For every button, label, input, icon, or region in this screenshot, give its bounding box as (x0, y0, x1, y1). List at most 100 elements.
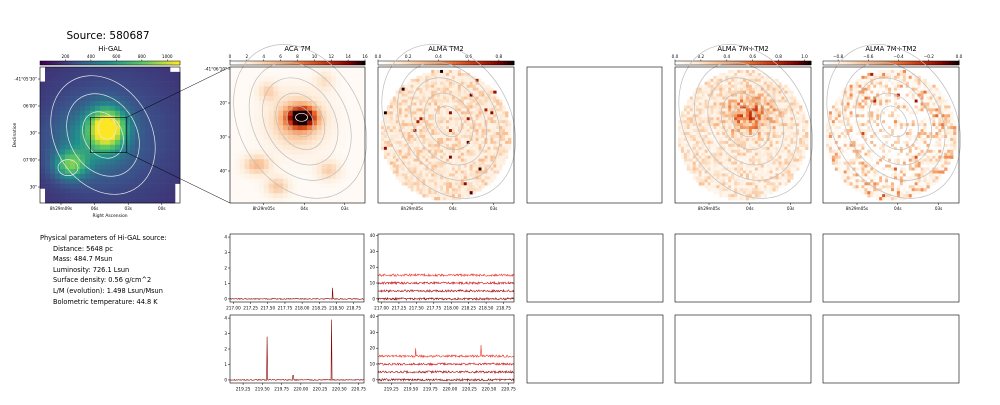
panel-2-pixel (440, 99, 444, 103)
panel-2-pixel (451, 102, 456, 106)
panel-2-pixel (419, 126, 423, 130)
panel-2-pixel (457, 188, 462, 192)
colorbar-0-step (117, 61, 121, 65)
panel-2-pixel (428, 188, 432, 192)
panel-2-pixel (505, 146, 509, 151)
panel-0-pixel (130, 110, 136, 116)
panel-3-pixel (793, 108, 797, 112)
panel-0-pixel (70, 105, 76, 112)
panel-3-pixel (781, 161, 785, 165)
panel-0-pixel (85, 198, 91, 204)
panel-0-pixel (135, 173, 141, 180)
panel-3-pixel (716, 137, 720, 142)
panel-1-pixel (331, 183, 337, 189)
panel-1-pixel (234, 188, 240, 194)
panel-0-pixel (90, 67, 96, 73)
panel-4-pixel (899, 69, 904, 74)
panel-3-pixel (722, 170, 726, 174)
panel-0-pixel (65, 81, 71, 87)
panel-0-pixel (140, 144, 146, 150)
panel-3-pixel (775, 155, 779, 159)
panel-3-pixel (763, 143, 767, 148)
panel-0-pixel (50, 86, 56, 92)
panel-2-pixel (431, 102, 435, 106)
colorbar-0-step (169, 61, 174, 65)
panel-1-pixel (273, 198, 279, 204)
panel-2-pixel (401, 149, 405, 154)
panel-3-pixel (787, 123, 791, 127)
panel-2-pixel (413, 114, 417, 118)
panel-3-pixel (778, 137, 782, 142)
panel-2-pixel (490, 152, 494, 156)
panel-0-pixel (60, 169, 66, 175)
panel-3-pixel (793, 161, 797, 165)
panel-3-pixel (778, 170, 782, 174)
colorbar-3-tick-label: 1.0 (801, 54, 808, 59)
panel-2-pixel (437, 158, 441, 162)
panel-2-pixel (386, 129, 391, 133)
panel-2-pixel (404, 146, 408, 151)
panel-0-pixel (65, 198, 71, 204)
panel-2-pixel (428, 123, 432, 127)
panel-2-pixel (437, 123, 441, 127)
panel-2-pixel (416, 123, 420, 127)
panel-1-pixel (258, 76, 265, 82)
panel-0-pixel (85, 193, 91, 199)
panel-2-pixel (395, 123, 399, 127)
panel-3-pixel (757, 114, 762, 118)
panel-2-pixel (499, 143, 503, 148)
panel-3-pixel (704, 158, 708, 162)
panel-1-pixel (292, 101, 298, 107)
panel-3-pixel (766, 146, 770, 151)
panel-1-pixel (316, 173, 322, 180)
panel-1-pixel (263, 183, 269, 189)
panel-1-pixel (287, 91, 293, 97)
panel-3-pixel (692, 167, 696, 171)
panel-1-pixel (287, 178, 293, 184)
panel-3-pixel (686, 132, 691, 136)
panel-0-pixel (60, 154, 66, 160)
panel-3-pixel (728, 164, 732, 168)
panel-2-pixel (416, 78, 420, 83)
panel-2-pixel (469, 87, 473, 91)
panel-1-pixel (244, 144, 250, 150)
panel-0-pixel (175, 173, 181, 180)
panel-3-pixel (790, 126, 794, 130)
panel-3-pixel (704, 123, 708, 127)
panel-2-pixel (422, 164, 426, 168)
panel-1-pixel (254, 164, 260, 170)
panel-3-pixel (704, 185, 708, 189)
panel-1-pixel (302, 183, 308, 189)
panel-0-pixel (115, 144, 121, 150)
panel-3-pixel (719, 75, 723, 80)
panel-0-contour-ring (66, 93, 140, 177)
panel-2-pixel (413, 152, 417, 156)
panel-2-pixel (425, 123, 429, 127)
panel-2-pixel (463, 75, 467, 80)
panel-0-pixel (70, 120, 76, 126)
panel-2-pixel (407, 84, 411, 88)
panel-0-pixel (80, 71, 86, 78)
panel-3-pixel (710, 158, 714, 162)
panel-2-pixel (451, 161, 456, 165)
panel-0-pixel (75, 120, 81, 126)
panel-1-pixel (311, 120, 318, 126)
panel-1-pixel (336, 110, 342, 116)
panel-0-pixel (60, 91, 66, 97)
panel-0-pixel (45, 120, 51, 126)
panel-0-pixel (65, 101, 71, 107)
panel-3-pixel (713, 155, 717, 159)
panel-0-pixel (50, 154, 56, 160)
panel-0-pixel (175, 81, 181, 87)
panel-3-pixel (745, 152, 750, 156)
panel-0-pixel (85, 81, 91, 87)
panel-3-pixel (701, 102, 705, 106)
panel-3-pixel (775, 123, 779, 127)
panel-0-xtick-label: 8h29m09s (50, 206, 72, 211)
panel-1-pixel (268, 139, 274, 146)
panel-2-pixel (446, 185, 450, 189)
panel-0-pixel (155, 120, 161, 126)
panel-0-pixel (95, 86, 101, 92)
panel-0-pixel (85, 164, 91, 170)
